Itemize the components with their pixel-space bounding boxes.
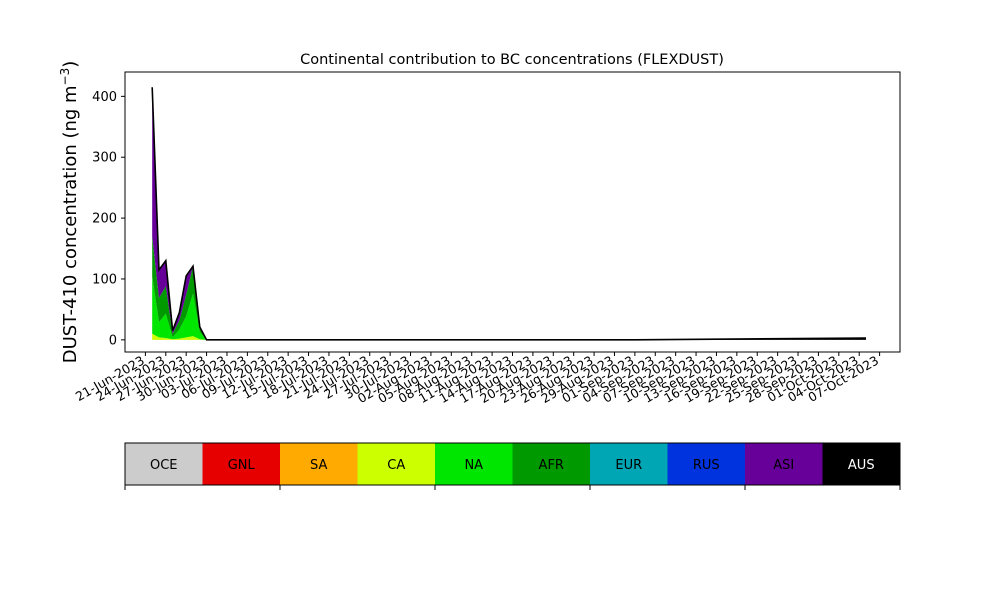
total-line-group bbox=[151, 87, 867, 341]
colorbar-label-aus: AUS bbox=[848, 458, 875, 473]
colorbar-label-sa: SA bbox=[310, 458, 327, 473]
colorbar-label-ca: CA bbox=[387, 458, 405, 473]
colorbar-swatch-gnl bbox=[202, 443, 280, 485]
colorbar: OCE GNL SA CA NA AFR EUR RUS ASI AUS bbox=[124, 442, 901, 490]
colorbar-label-rus: RUS bbox=[693, 458, 720, 473]
colorbar-swatch-asi bbox=[745, 443, 823, 485]
colorbar-label-asi: ASI bbox=[773, 458, 794, 473]
colorbar-swatch-ca bbox=[357, 443, 435, 485]
y-axis: 0 100 200 300 400 bbox=[92, 90, 125, 348]
y-tick-label: 100 bbox=[92, 272, 117, 287]
y-tick-label: 400 bbox=[92, 90, 117, 105]
colorbar-swatch-na bbox=[435, 443, 513, 485]
colorbar-swatch-afr bbox=[512, 443, 590, 485]
y-tick-label: 0 bbox=[109, 333, 117, 348]
colorbar-label-oce: OCE bbox=[150, 458, 178, 473]
colorbar-swatch-eur bbox=[590, 443, 668, 485]
colorbar-swatch-sa bbox=[280, 443, 358, 485]
colorbar-label-afr: AFR bbox=[539, 458, 564, 473]
y-tick-label: 300 bbox=[92, 151, 117, 166]
colorbar-swatch-aus bbox=[822, 443, 900, 485]
colorbar-frame bbox=[124, 442, 901, 486]
colorbar-swatch-oce bbox=[125, 443, 203, 485]
total-line bbox=[151, 87, 867, 341]
y-axis-label: DUST-410 concentration (ng m−3) bbox=[58, 61, 81, 364]
colorbar-label-eur: EUR bbox=[615, 458, 642, 473]
colorbar-label-na: NA bbox=[464, 458, 483, 473]
colorbar-label-gnl: GNL bbox=[228, 458, 256, 473]
chart-title: Continental contribution to BC concentra… bbox=[300, 52, 724, 68]
colorbar-swatch-rus bbox=[667, 443, 745, 485]
y-tick-label: 200 bbox=[92, 212, 117, 227]
